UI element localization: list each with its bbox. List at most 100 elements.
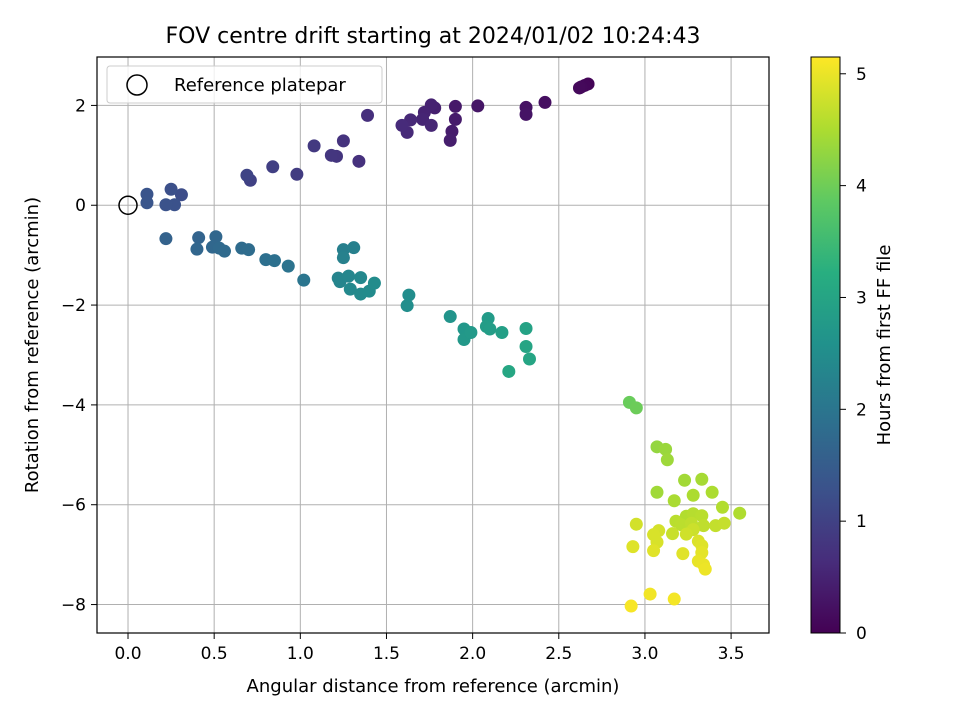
data-point — [733, 506, 747, 520]
data-point — [324, 148, 338, 162]
x-tick-label: 2.5 — [545, 644, 572, 664]
data-point — [354, 271, 368, 285]
data-point — [660, 453, 674, 467]
data-point — [361, 108, 375, 122]
y-tick-label: 2 — [75, 96, 86, 116]
data-point — [519, 339, 533, 353]
colorbar-label: Hours from first FF file — [874, 245, 895, 446]
data-point — [666, 527, 680, 541]
data-point — [290, 167, 304, 181]
data-point — [174, 188, 188, 202]
data-point — [695, 472, 709, 486]
y-tick-label: −6 — [61, 496, 86, 516]
data-point — [483, 322, 497, 336]
legend-box — [106, 65, 383, 104]
data-point — [266, 160, 280, 174]
data-point — [190, 242, 204, 256]
data-point — [367, 276, 381, 290]
colorbar-gradient — [810, 56, 841, 634]
colorbar-tick-label: 2 — [856, 400, 867, 420]
data-point — [218, 244, 232, 258]
data-point — [679, 527, 693, 541]
data-point — [667, 494, 681, 508]
data-point — [667, 592, 681, 606]
data-point — [443, 133, 457, 147]
data-point — [519, 107, 533, 121]
data-point — [395, 118, 409, 132]
data-point — [464, 326, 478, 340]
data-point — [698, 562, 712, 576]
data-point — [538, 95, 552, 109]
data-point — [495, 326, 509, 340]
colorbar-tick-label: 4 — [856, 177, 867, 197]
data-points — [140, 77, 747, 613]
data-point — [159, 232, 173, 246]
x-axis-label: Angular distance from reference (arcmin) — [247, 676, 620, 697]
y-tick-label: −2 — [61, 296, 86, 316]
data-point — [347, 241, 361, 255]
y-tick-label: −4 — [61, 396, 86, 416]
y-tick-label: 0 — [75, 196, 86, 216]
x-tick-label: 1.0 — [287, 644, 314, 664]
data-point — [448, 99, 462, 113]
data-point — [448, 112, 462, 126]
data-point — [686, 488, 700, 502]
data-point — [342, 269, 356, 283]
x-axis-ticks: 0.0 0.5 1.0 1.5 2.0 2.5 3.0 3.5 — [114, 633, 745, 664]
plot-frame — [96, 56, 770, 634]
legend-entry: Reference platepar — [174, 75, 346, 96]
data-point — [400, 299, 414, 313]
colorbar-tick-label: 5 — [856, 65, 867, 85]
data-point — [471, 99, 485, 113]
data-point — [624, 599, 638, 613]
data-point — [519, 322, 533, 336]
x-tick-label: 0.5 — [201, 644, 228, 664]
data-point — [629, 401, 643, 415]
y-tick-label: −8 — [61, 596, 86, 616]
data-point — [643, 587, 657, 601]
data-point — [281, 259, 295, 273]
data-point — [522, 352, 536, 366]
data-point — [659, 442, 673, 456]
legend-marker-icon — [126, 74, 148, 96]
x-tick-label: 2.0 — [459, 644, 486, 664]
colorbar-tick-label: 0 — [856, 624, 867, 644]
data-point — [402, 288, 416, 302]
y-axis-label: Rotation from reference (arcmin) — [22, 197, 43, 493]
data-point — [159, 198, 173, 212]
data-point — [267, 254, 281, 268]
data-point — [297, 273, 311, 287]
data-point — [336, 251, 350, 265]
data-point — [705, 485, 719, 499]
data-point — [424, 118, 438, 132]
colorbar-ticks: 0 1 2 3 4 5 — [840, 65, 867, 644]
data-point — [715, 500, 729, 514]
data-point — [676, 547, 690, 561]
chart-title: FOV centre drift starting at 2024/01/02 … — [166, 24, 701, 49]
data-point — [629, 517, 643, 531]
data-point — [695, 509, 709, 523]
data-point — [242, 243, 256, 257]
y-axis-ticks: −8 −6 −4 −2 0 2 — [61, 96, 97, 616]
data-point — [240, 168, 254, 182]
data-point — [647, 544, 661, 558]
data-point — [336, 134, 350, 148]
colorbar-tick-label: 1 — [856, 512, 867, 532]
grid — [97, 57, 769, 633]
data-point — [674, 518, 688, 532]
x-tick-label: 3.5 — [718, 644, 745, 664]
x-tick-label: 1.5 — [373, 644, 400, 664]
data-point — [209, 230, 223, 244]
data-point — [626, 540, 640, 554]
data-point — [502, 364, 516, 378]
data-point — [343, 282, 357, 296]
data-point — [192, 231, 206, 245]
reference-marker — [118, 195, 138, 215]
data-point — [650, 485, 664, 499]
x-tick-label: 3.0 — [631, 644, 658, 664]
data-point — [443, 310, 457, 324]
data-point — [307, 139, 321, 153]
data-point — [164, 182, 178, 196]
data-point — [697, 519, 711, 533]
